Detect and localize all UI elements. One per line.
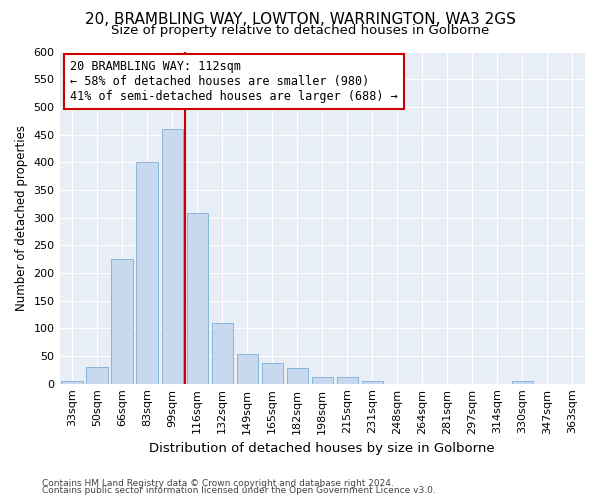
Bar — [136, 162, 158, 384]
X-axis label: Distribution of detached houses by size in Golborne: Distribution of detached houses by size … — [149, 442, 495, 455]
Text: Contains HM Land Registry data © Crown copyright and database right 2024.: Contains HM Land Registry data © Crown c… — [42, 478, 394, 488]
Bar — [112, 259, 133, 384]
Bar — [337, 377, 358, 384]
Y-axis label: Number of detached properties: Number of detached properties — [15, 124, 28, 310]
Bar — [512, 382, 533, 384]
Bar — [61, 381, 83, 384]
Bar — [311, 377, 333, 384]
Text: Size of property relative to detached houses in Golborne: Size of property relative to detached ho… — [111, 24, 489, 37]
Text: 20, BRAMBLING WAY, LOWTON, WARRINGTON, WA3 2GS: 20, BRAMBLING WAY, LOWTON, WARRINGTON, W… — [85, 12, 515, 28]
Bar — [86, 367, 108, 384]
Bar — [236, 354, 258, 384]
Bar — [161, 129, 183, 384]
Text: 20 BRAMBLING WAY: 112sqm
← 58% of detached houses are smaller (980)
41% of semi-: 20 BRAMBLING WAY: 112sqm ← 58% of detach… — [70, 60, 398, 103]
Bar — [187, 213, 208, 384]
Bar — [287, 368, 308, 384]
Text: Contains public sector information licensed under the Open Government Licence v3: Contains public sector information licen… — [42, 486, 436, 495]
Bar — [212, 323, 233, 384]
Bar — [362, 381, 383, 384]
Bar — [262, 362, 283, 384]
